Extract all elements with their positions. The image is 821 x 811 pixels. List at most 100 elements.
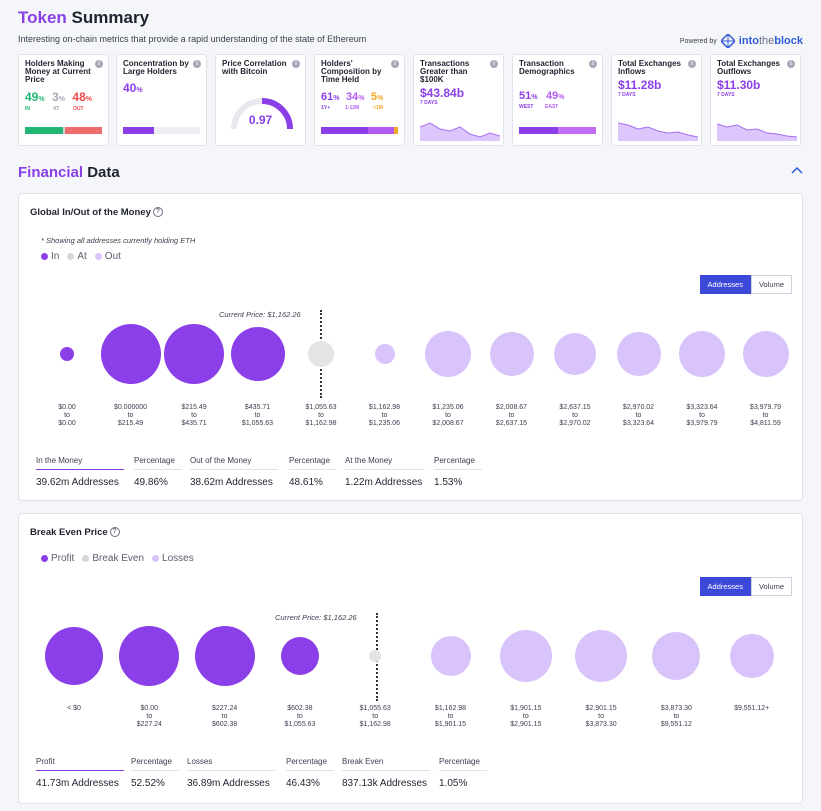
card-exchange-outflows[interactable]: Total Exchanges Outflows i $11.30b 7 DAY… [710,54,801,146]
legend-losses[interactable]: Losses [152,553,194,564]
demographics-bar [519,127,596,134]
info-icon[interactable]: i [193,60,201,68]
bubble[interactable] [369,650,382,662]
stat-item: Break Even 837.13k Addresses [342,757,430,789]
range-label: $1,901.15 to $2,901.15 [510,705,542,728]
card-concentration[interactable]: Concentration by Large Holders i 40% [116,54,207,146]
bubble[interactable] [194,626,255,686]
current-price-label: Current Price: $1,162.26 [275,613,357,622]
legend-in[interactable]: In [41,251,59,262]
stat-item: Losses 36.89m Addresses [187,757,275,789]
holders-in-value: 49 [25,90,39,104]
range-label: $1,162.98 to $1,235.06 [368,404,401,427]
card-btc-correlation[interactable]: Price Correlation with Bitcoin i 0.97 [215,54,306,146]
volume-button[interactable]: Volume [750,577,792,596]
stat-item: Percentage 48.61% [289,456,337,488]
card-holders-composition[interactable]: Holders' Composition by Time Held i 61% … [314,54,405,146]
info-icon[interactable]: i [391,60,399,68]
bubble[interactable] [742,331,789,377]
bubble[interactable] [729,634,774,678]
legend-profit[interactable]: Profit [41,553,74,564]
holding-note: * Showing all addresses currently holdin… [41,236,196,245]
transactions-value: $43.84b [420,86,465,100]
legend-at[interactable]: At [67,251,87,262]
financial-data-title: Financial Data [18,164,120,181]
range-label: $1,055.63 to $1,162.98 [305,404,337,427]
stat-item: In the Money 39.62m Addresses [36,456,124,488]
legend-break-even[interactable]: Break Even [82,553,144,564]
card-large-transactions[interactable]: Transactions Greater than $100K i $43.84… [413,54,504,146]
bubble[interactable] [652,632,701,680]
inflows-value: $11.28b [618,78,662,92]
help-icon[interactable]: ? [109,527,120,538]
bubble[interactable] [554,333,596,375]
holders-at-value: 3 [52,90,59,104]
stat-item: Percentage 1.05% [439,757,487,789]
range-label: $435.71 to $1,055.63 [241,404,274,427]
volume-button[interactable]: Volume [750,275,792,294]
stat-item: Percentage 1.53% [434,456,482,488]
outflows-value: $11.30b [717,78,761,92]
bubble[interactable] [280,637,319,675]
bubble[interactable] [489,332,534,376]
transactions-sparkline [420,122,500,141]
help-icon[interactable]: ? [152,207,163,218]
bubble[interactable] [616,332,661,376]
bubble[interactable] [100,324,161,384]
page-title: Token Summary [18,8,150,27]
addresses-button[interactable]: Addresses [699,275,751,294]
bubble[interactable] [425,331,471,377]
holders-out-value: 48 [72,90,86,104]
brand-name: intotheblock [738,35,803,47]
stat-item: Profit 41.73m Addresses [36,757,124,789]
bubble[interactable] [45,627,103,685]
chevron-up-icon[interactable] [791,166,803,174]
card-holders-making-money[interactable]: Holders Making Money at Current Price i … [18,54,109,146]
panel-in-out-of-money: Global In/Out of the Money? * Showing al… [18,193,803,501]
legend: In At Out [41,251,121,262]
correlation-value: 0.97 [248,113,273,127]
range-label: $9,551.12+ [734,705,770,712]
range-label: $3,323.64 to $3,979.79 [686,404,718,427]
range-label: $2,008.67 to $2,637.15 [495,404,528,427]
info-icon[interactable]: i [490,60,498,68]
bubble[interactable] [164,324,224,384]
range-label: $2,901.15 to $3,873.30 [585,705,617,728]
concentration-bar [123,127,200,134]
bubble[interactable] [679,331,725,377]
bubble[interactable] [119,626,180,686]
info-icon[interactable]: i [589,60,597,68]
bubble[interactable] [374,344,395,364]
info-icon[interactable]: i [688,60,696,68]
range-label: $2,637.15 to $2,970.02 [559,404,591,427]
bubble[interactable] [499,630,552,682]
stat-item: Percentage 46.43% [286,757,334,789]
intotheblock-logo-icon [720,34,735,48]
bubble[interactable] [308,341,334,367]
addresses-button[interactable]: Addresses [699,577,751,596]
legend-out[interactable]: Out [94,251,121,262]
stat-item: Percentage 49.86% [134,456,182,488]
bubble[interactable] [60,347,74,361]
bubble[interactable] [230,327,285,381]
outflows-sparkline [717,123,797,141]
composition-bar [321,127,398,134]
powered-by[interactable]: Powered by intotheblock [679,34,803,48]
bubble[interactable] [430,636,471,676]
info-icon[interactable]: i [787,60,795,68]
stat-item: Percentage 52.52% [131,757,179,789]
info-icon[interactable]: i [292,60,300,68]
inflows-sparkline [618,122,698,141]
range-label: $602.38 to $1,055.63 [284,705,316,728]
range-label: $0.000000 to $215.49 [113,404,148,427]
info-icon[interactable]: i [95,60,103,68]
card-exchange-inflows[interactable]: Total Exchanges Inflows i $11.28b 7 DAYS [611,54,702,146]
bubble[interactable] [575,630,628,682]
range-label: $1,162.98 to $1,901.15 [434,705,467,728]
panel-title: Global In/Out of the Money [30,207,151,218]
card-transaction-demographics[interactable]: Transaction Demographics i 51% 49% WEST … [512,54,603,146]
stat-item: Out of the Money 38.62m Addresses [190,456,278,488]
legend: Profit Break Even Losses [41,553,194,564]
range-label: $0.00 to $227.24 [136,705,162,728]
range-label: $1,235.06 to $2,008.67 [432,404,464,427]
